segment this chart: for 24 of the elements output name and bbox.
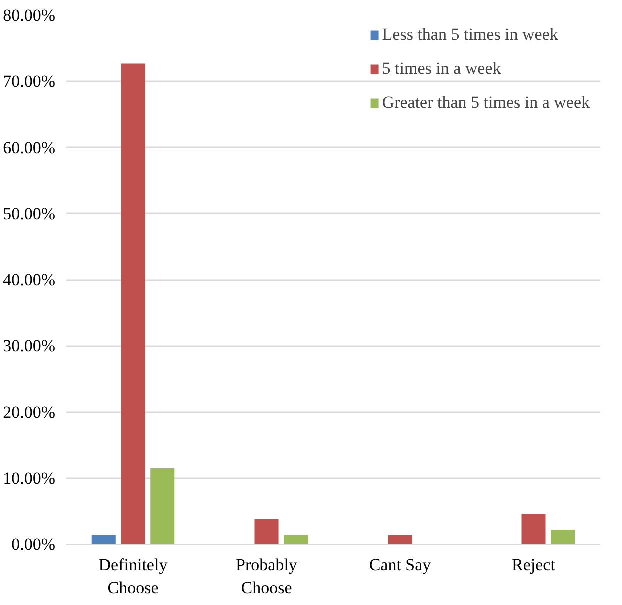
y-tick-label: 50.00% xyxy=(3,204,56,224)
bar xyxy=(551,530,576,544)
legend-label: 5 times in a week xyxy=(382,59,502,79)
y-tick-label: 10.00% xyxy=(3,468,56,488)
y-tick-label: 70.00% xyxy=(3,72,56,92)
x-tick-label: Probably Choose xyxy=(236,556,298,598)
legend-label: Greater than 5 times in a week xyxy=(382,93,590,113)
bar xyxy=(92,535,116,544)
y-tick-label: 20.00% xyxy=(3,402,56,422)
bar xyxy=(121,64,146,544)
legend-label: Less than 5 times in week xyxy=(382,25,558,45)
x-tick-label: Definitely Choose xyxy=(98,556,168,598)
y-tick-label: 0.00% xyxy=(12,535,56,554)
bar xyxy=(150,468,175,544)
y-tick-label: 30.00% xyxy=(3,336,56,356)
bar xyxy=(284,535,308,544)
y-tick-label: 40.00% xyxy=(3,270,56,290)
bar xyxy=(388,535,412,544)
bar xyxy=(522,514,546,544)
y-tick-label: 80.00% xyxy=(3,6,56,25)
x-tick-label: Cant Say xyxy=(369,556,432,574)
x-tick-label: Reject xyxy=(512,556,556,574)
bar xyxy=(254,519,279,544)
y-tick-label: 60.00% xyxy=(3,138,56,158)
